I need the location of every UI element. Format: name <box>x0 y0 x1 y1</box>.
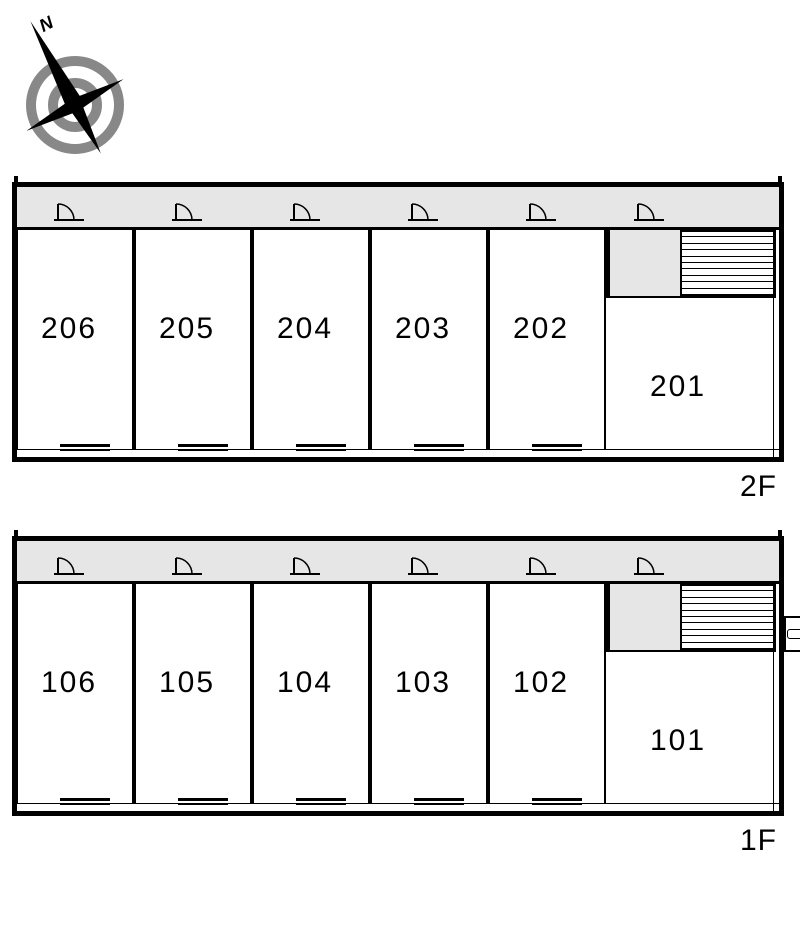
door-icon <box>54 554 88 576</box>
window-mark <box>532 798 582 801</box>
door-icon <box>54 200 88 222</box>
unit-label-201: 201 <box>650 370 706 404</box>
window-mark <box>296 798 346 801</box>
unit-label-104: 104 <box>277 666 333 700</box>
window-mark <box>60 798 110 801</box>
door-icon <box>526 200 560 222</box>
unit-label-204: 204 <box>277 312 333 346</box>
unit-label-105: 105 <box>159 666 215 700</box>
window-mark <box>60 444 110 447</box>
unit-label-106: 106 <box>41 666 97 700</box>
unit-label-102: 102 <box>513 666 569 700</box>
door-icon <box>290 554 324 576</box>
door-icon <box>526 554 560 576</box>
unit-label-203: 203 <box>395 312 451 346</box>
window-mark <box>532 444 582 447</box>
door-icon <box>172 554 206 576</box>
floorplan-canvas: N 206 205 204 203 202 201 2F 106 105 104 103 102 101… <box>0 0 800 940</box>
unit-label-205: 205 <box>159 312 215 346</box>
door-icon <box>634 554 668 576</box>
compass-icon: N <box>0 0 180 180</box>
door-icon <box>408 554 442 576</box>
floor-label-1F: 1F <box>740 824 777 858</box>
window-mark <box>178 798 228 801</box>
unit-label-202: 202 <box>513 312 569 346</box>
unit-label-103: 103 <box>395 666 451 700</box>
door-icon <box>290 200 324 222</box>
window-mark <box>414 798 464 801</box>
window-mark <box>178 444 228 447</box>
unit-label-101: 101 <box>650 724 706 758</box>
stair-1F <box>680 584 776 650</box>
window-mark <box>414 444 464 447</box>
svg-text:N: N <box>36 12 58 36</box>
door-icon <box>172 200 206 222</box>
floor-label-2F: 2F <box>740 470 777 504</box>
unit-label-206: 206 <box>41 312 97 346</box>
window-mark <box>296 444 346 447</box>
stair-2F <box>680 230 776 296</box>
door-icon <box>408 200 442 222</box>
door-icon <box>634 200 668 222</box>
